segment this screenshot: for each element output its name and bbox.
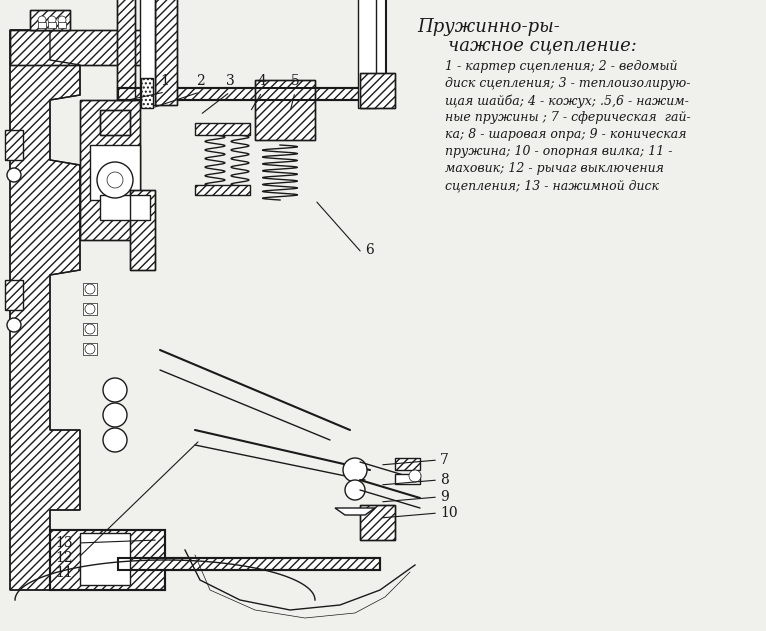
Text: 8: 8 [440, 473, 449, 487]
Circle shape [103, 378, 127, 402]
Bar [360, 505, 395, 540]
Bar [83, 323, 97, 335]
Bar [130, 190, 155, 270]
Bar [155, 0, 177, 105]
Bar [38, 22, 46, 28]
Text: диск сцепления; 3 - теплоизолирую-: диск сцепления; 3 - теплоизолирую- [445, 77, 690, 90]
Text: 5: 5 [290, 74, 300, 88]
Circle shape [7, 318, 21, 332]
Bar [10, 30, 170, 65]
Bar [360, 73, 395, 108]
Circle shape [7, 168, 21, 182]
Circle shape [345, 480, 365, 500]
Text: чажное сцепление:: чажное сцепление: [448, 36, 637, 54]
Bar [5, 130, 23, 160]
Polygon shape [335, 508, 375, 515]
Circle shape [107, 172, 123, 188]
Text: 1: 1 [161, 74, 169, 88]
Circle shape [38, 16, 46, 24]
Text: 12: 12 [55, 551, 73, 565]
Bar [141, 78, 153, 108]
Bar [58, 22, 66, 28]
Circle shape [343, 458, 367, 482]
Text: 2: 2 [195, 74, 205, 88]
Text: 3: 3 [226, 74, 234, 88]
Polygon shape [10, 30, 80, 590]
Bar [155, 0, 177, 105]
Bar [100, 195, 150, 220]
Bar [140, 0, 155, 105]
Text: ные пружины ; 7 - сферическая  гай-: ные пружины ; 7 - сферическая гай- [445, 111, 691, 124]
Circle shape [103, 403, 127, 427]
Bar [358, 0, 376, 108]
Text: Пружинно-ры-: Пружинно-ры- [417, 18, 560, 36]
Text: 6: 6 [365, 243, 374, 257]
Bar [195, 185, 250, 195]
Bar [30, 10, 70, 30]
Bar [80, 100, 140, 240]
Bar [83, 283, 97, 295]
Text: 11: 11 [55, 566, 73, 580]
Bar [10, 30, 170, 65]
Bar [100, 110, 130, 135]
Bar [80, 533, 130, 585]
Bar [118, 558, 380, 570]
Bar [118, 88, 380, 100]
Bar [195, 123, 250, 135]
Text: 13: 13 [55, 536, 73, 550]
Bar [117, 0, 135, 100]
Circle shape [85, 304, 95, 314]
Bar [395, 474, 420, 484]
Bar [100, 110, 130, 135]
Bar [255, 80, 315, 140]
Bar [360, 505, 395, 540]
Circle shape [85, 344, 95, 354]
Bar [30, 10, 70, 30]
Bar [83, 343, 97, 355]
Text: 4: 4 [257, 74, 267, 88]
Text: 9: 9 [440, 490, 449, 504]
Text: щая шайба; 4 - кожух; .5,6 - нажим-: щая шайба; 4 - кожух; .5,6 - нажим- [445, 94, 689, 107]
Bar [360, 73, 395, 108]
Text: 10: 10 [440, 506, 457, 520]
Bar [90, 145, 140, 200]
Circle shape [409, 470, 421, 482]
Text: пружина; 10 - опорная вилка; 11 -: пружина; 10 - опорная вилка; 11 - [445, 145, 673, 158]
Circle shape [85, 324, 95, 334]
Bar [255, 80, 315, 140]
Bar [48, 22, 56, 28]
Text: сцепления; 13 - нажимной диск: сцепления; 13 - нажимной диск [445, 179, 659, 192]
Text: ка; 8 - шаровая опра; 9 - коническая: ка; 8 - шаровая опра; 9 - коническая [445, 128, 686, 141]
Circle shape [97, 162, 133, 198]
Bar [395, 458, 420, 470]
Bar [118, 88, 380, 100]
Bar [50, 530, 165, 590]
Bar [372, 0, 386, 100]
Circle shape [85, 284, 95, 294]
Bar [117, 0, 135, 100]
Bar [130, 190, 155, 270]
Circle shape [58, 16, 66, 24]
Circle shape [48, 16, 56, 24]
Bar [50, 530, 165, 590]
Text: маховик; 12 - рычаг выключения: маховик; 12 - рычаг выключения [445, 162, 664, 175]
Bar [118, 558, 380, 570]
Text: 1 - картер сцепления; 2 - ведомый: 1 - картер сцепления; 2 - ведомый [445, 60, 677, 73]
Bar [80, 100, 140, 240]
Bar [83, 303, 97, 315]
Text: 7: 7 [440, 453, 449, 467]
Bar [5, 280, 23, 310]
Circle shape [103, 428, 127, 452]
